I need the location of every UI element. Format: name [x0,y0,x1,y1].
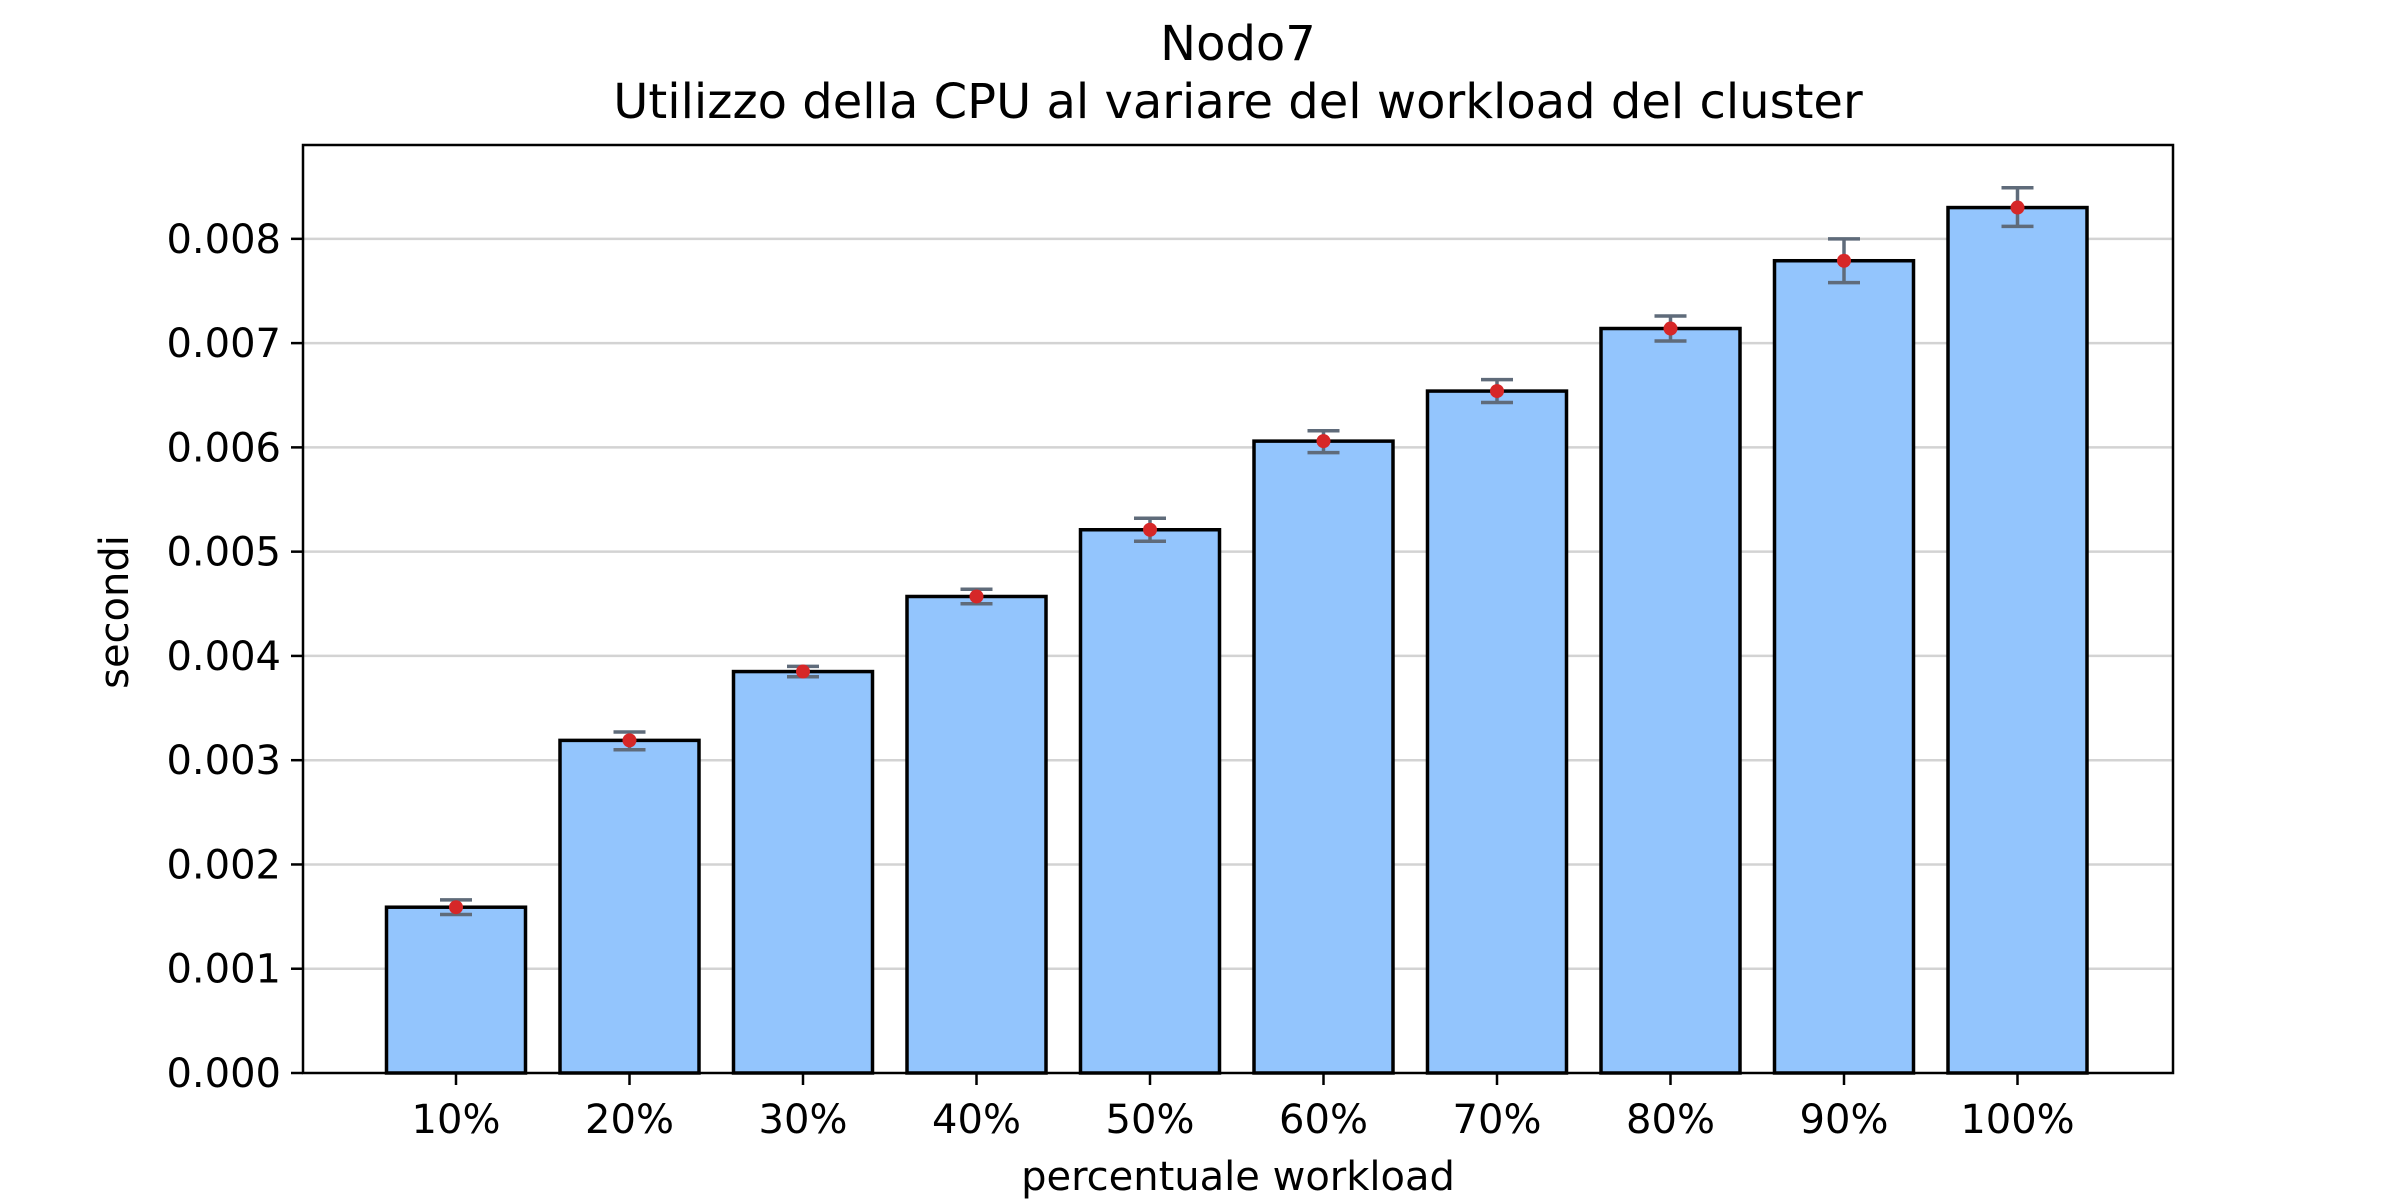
bars [384,205,2089,1075]
bar [384,905,528,1075]
mean-points [449,200,2025,915]
bar [1599,326,1742,1075]
chart-title: Nodo7 [1160,16,1316,72]
mean-point [1663,321,1678,336]
mean-point [622,733,637,748]
bar [1946,205,2089,1075]
y-tick-label: 0.004 [166,634,281,680]
chart-subtitle: Utilizzo della CPU al variare del worklo… [613,74,1863,130]
x-tick-label: 100% [1960,1097,2074,1143]
x-tick-label: 80% [1626,1097,1715,1143]
y-tick-label: 0.008 [166,217,281,263]
x-tick-label: 20% [585,1097,674,1143]
mean-point [2010,200,2025,215]
y-axis-ticks: 0.000 0.001 0.002 0.003 0.004 0.005 0.006 0.007… [166,217,303,1097]
x-tick-label: 10% [412,1097,501,1143]
y-tick-label: 0.003 [166,738,281,784]
x-axis-label: percentuale workload [1021,1154,1455,1200]
y-tick-label: 0.006 [166,425,281,471]
y-tick-label: 0.007 [166,321,281,367]
mean-point [1143,522,1157,537]
bar [1425,389,1569,1075]
y-axis-label: secondi [92,535,138,689]
x-axis-ticks: 10% 20% 30% 40% 50% 60% 70% 80% 90% 100% [412,1073,2075,1143]
x-tick-label: 90% [1800,1097,1889,1143]
mean-point [1316,434,1331,449]
y-tick-label: 0.002 [166,842,281,888]
x-tick-label: 50% [1106,1097,1195,1143]
mean-point [1490,384,1504,399]
bar [1772,258,1916,1075]
mean-point [1837,253,1851,268]
y-tick-label: 0.005 [166,530,281,576]
x-tick-label: 70% [1453,1097,1542,1143]
mean-point [969,589,984,604]
bar [1078,528,1222,1075]
x-tick-label: 60% [1279,1097,1368,1143]
plot-frame [301,143,2175,1075]
x-tick-label: 40% [932,1097,1021,1143]
bar [905,594,1048,1075]
y-tick-label: 0.000 [166,1051,281,1097]
mean-point [449,900,463,915]
y-tick-label: 0.001 [166,947,281,993]
bar [731,669,875,1075]
bar [1252,439,1395,1075]
x-tick-label: 30% [759,1097,848,1143]
bar [558,738,701,1075]
mean-point [796,664,810,679]
